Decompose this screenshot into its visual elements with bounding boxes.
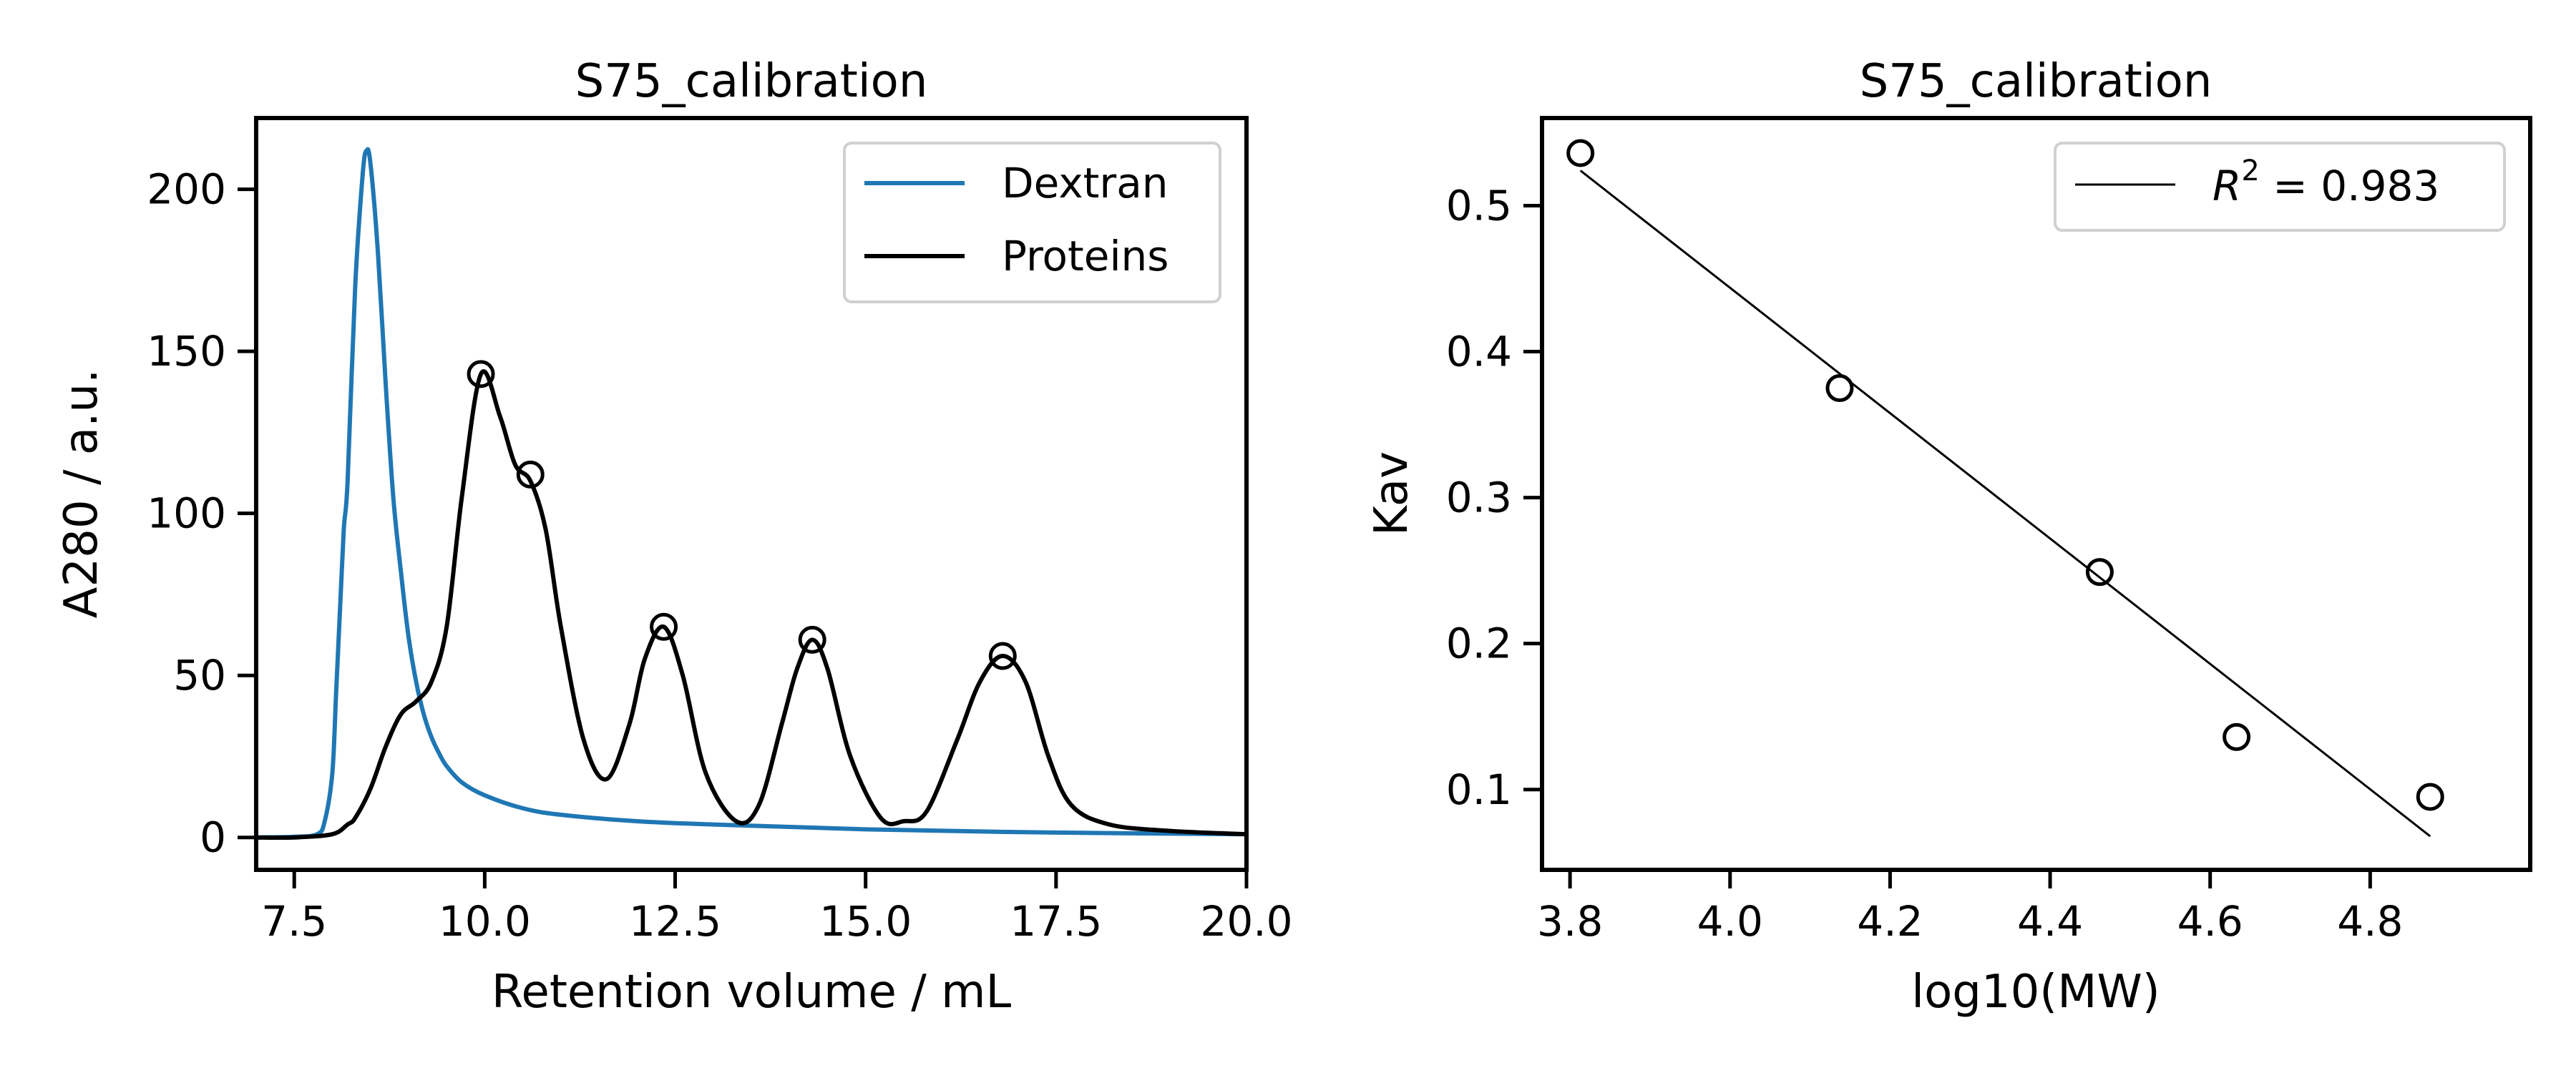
peak-marker <box>988 642 1017 670</box>
calibration-x-ticks: 3.8 4.0 4.2 4.4 4.6 4.8 <box>1537 870 2403 946</box>
calibration-plot-area <box>1566 139 2444 838</box>
x-tick-label: 4.2 <box>1857 897 1923 946</box>
peak-marker <box>798 625 826 654</box>
peak-marker <box>467 360 495 388</box>
x-tick-label: 7.5 <box>261 897 327 946</box>
chromatogram-y-axis-label: A280 / a.u. <box>55 369 108 619</box>
x-tick-label: 20.0 <box>1200 897 1292 946</box>
y-tick-label: 0.5 <box>1446 181 1512 230</box>
chromatogram-x-axis-label: Retention volume / mL <box>492 966 1012 1019</box>
scatter-point <box>2085 558 2114 587</box>
chromatogram-legend: Dextran Proteins <box>843 142 1221 303</box>
calibration-title: S75_calibration <box>1860 55 2212 108</box>
r2-symbol: R <box>2212 162 2241 210</box>
r2-superscript: 2 <box>2241 155 2259 187</box>
x-tick-label: 17.5 <box>1010 897 1102 946</box>
x-tick-label: 4.0 <box>1697 897 1763 946</box>
x-tick-label: 15.0 <box>819 897 912 946</box>
y-tick-label: 100 <box>147 489 226 538</box>
chromatogram-panel: S75_calibration 7.5 10.0 12.5 15.0 17.5 20.0 … <box>55 55 1293 1019</box>
series-line-dextran <box>256 147 1246 840</box>
calibration-axes-frame <box>1540 116 2532 872</box>
y-tick-label: 50 <box>173 651 226 700</box>
x-tick-label: 3.8 <box>1537 897 1603 946</box>
scatter-point <box>1566 139 1595 167</box>
x-tick-label: 4.4 <box>2017 897 2083 946</box>
x-tick-label: 4.8 <box>2337 897 2403 946</box>
legend-label-proteins: Proteins <box>1002 232 1169 280</box>
data-layer <box>256 147 1246 841</box>
chromatogram-axes-frame <box>254 116 1249 872</box>
y-tick-label: 0.4 <box>1446 328 1512 376</box>
x-tick-label: 12.5 <box>629 897 721 946</box>
calibration-y-axis-label: Kav <box>1365 451 1418 536</box>
series-line-proteins <box>256 369 1246 841</box>
y-tick-label: 0.1 <box>1446 765 1512 814</box>
chromatogram-title: S75_calibration <box>575 55 928 108</box>
fit-line <box>1579 170 2431 838</box>
calibration-panel: S75_calibration 3.8 4.0 4.2 4.4 4.6 4.8 0.10.… <box>1365 55 2532 1019</box>
peak-marker <box>650 612 678 641</box>
calibration-x-axis-label: log10(MW) <box>1911 966 2160 1019</box>
calibration-legend: R2 = 0.983 <box>2054 142 2506 232</box>
y-tick-label: 150 <box>147 327 226 376</box>
peak-marker <box>516 460 545 489</box>
y-tick-label: 200 <box>147 165 226 214</box>
chromatogram-plot-area <box>256 147 1246 841</box>
legend-label-dextran: Dextran <box>1002 159 1169 207</box>
y-tick-label: 0.2 <box>1446 619 1512 668</box>
chromatogram-x-ticks: 7.5 10.0 12.5 15.0 17.5 20.0 <box>261 870 1293 946</box>
y-tick-label: 0.3 <box>1446 474 1512 522</box>
scatter-point <box>1825 374 1854 403</box>
y-tick-label: 0 <box>200 813 226 862</box>
chromatogram-y-ticks: 0 50 100 150 200 <box>147 165 256 862</box>
legend-box <box>2054 142 2506 232</box>
data-layer <box>1566 139 2444 838</box>
legend-label-r2: R2 = 0.983 <box>2212 155 2439 210</box>
calibration-y-ticks: 0.1 0.2 0.3 0.4 0.5 <box>1446 181 1542 814</box>
r2-value: = 0.983 <box>2260 162 2440 210</box>
scatter-point <box>2416 783 2444 811</box>
x-tick-label: 10.0 <box>439 897 531 946</box>
x-tick-label: 4.6 <box>2177 897 2243 946</box>
scatter-point <box>2223 722 2251 751</box>
